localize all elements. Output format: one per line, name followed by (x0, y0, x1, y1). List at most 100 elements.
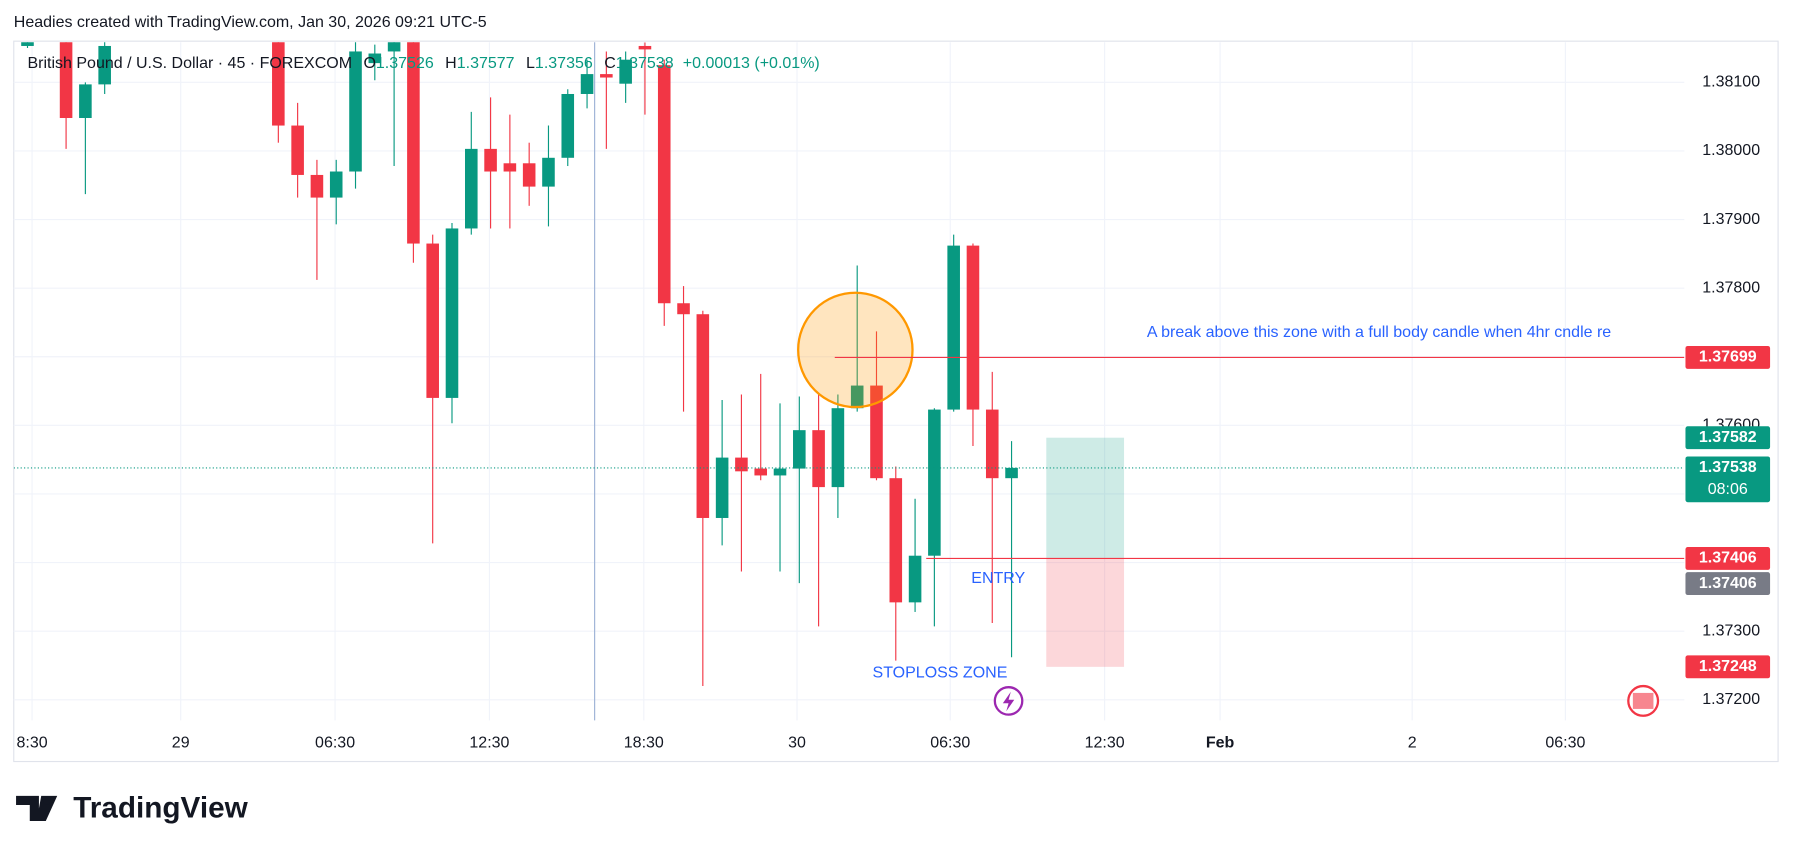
x-tick-label: 30 (788, 734, 806, 751)
candle-body (59, 42, 73, 119)
candle-body (522, 163, 536, 187)
price-badge (1685, 456, 1771, 503)
logo-dot (42, 796, 51, 805)
entry-badge (1685, 572, 1771, 596)
logo-icon (16, 795, 58, 821)
logo: TradingView (16, 791, 249, 824)
candle-body (291, 125, 304, 175)
price-badge (1685, 346, 1771, 369)
y-tick-label: 1.38100 (1702, 74, 1760, 91)
candle-body (928, 409, 941, 556)
price-badge-label: 1.37406 (1699, 550, 1757, 567)
legend-item: 1.37356 (535, 55, 593, 72)
legend-item: 1.37577 (457, 55, 515, 72)
entry-badge-label: 1.37406 (1699, 575, 1757, 592)
x-tick-label: 06:30 (1545, 734, 1585, 751)
header: Headies created with TradingView.com, Ja… (14, 14, 487, 31)
candle-body (889, 478, 903, 603)
candle-body (329, 171, 343, 198)
y-tick-label: 1.37800 (1702, 279, 1760, 296)
candle-body (793, 430, 806, 469)
legend-item: C (604, 55, 616, 72)
candle-body (272, 42, 285, 126)
candle-body (715, 457, 729, 518)
candle-body (600, 74, 613, 78)
flag-body (1632, 692, 1654, 709)
candle-body (754, 468, 768, 476)
countdown: 08:06 (1708, 481, 1748, 498)
legend: British Pound / U.S. Dollar · 45 · FOREX… (27, 55, 819, 72)
x-tick-label: 06:30 (315, 734, 355, 751)
legend-item: L (526, 55, 535, 72)
candle-body (1005, 467, 1018, 479)
candle-body (947, 245, 960, 410)
candle-body (426, 243, 439, 398)
candle-body (503, 163, 517, 172)
candle-body (908, 555, 922, 603)
y-tick-label: 1.38000 (1702, 142, 1760, 159)
x-tick-label: Feb (1206, 734, 1235, 751)
price-badge-label: 1.37699 (1699, 349, 1757, 366)
candle-body (445, 228, 459, 398)
candle-body (98, 45, 111, 85)
price-badge (1685, 426, 1771, 450)
legend-item: O (363, 55, 375, 72)
x-tick-label: 29 (172, 734, 190, 751)
candle-body (735, 457, 748, 472)
candle-body (638, 45, 652, 50)
candle-body (349, 51, 362, 172)
candle-body (657, 65, 671, 304)
candle-body (870, 385, 883, 479)
candle-body (368, 53, 382, 64)
x-tick-label: 18:30 (624, 734, 664, 751)
y-tick-label: 1.37900 (1702, 211, 1760, 228)
price-badge (1685, 655, 1771, 679)
legend-item: 1.37526 (376, 55, 434, 72)
annotation: A break above this zone with a full body… (1147, 324, 1611, 341)
grid (13, 42, 1685, 721)
annotation: STOPLOSS ZONE (873, 665, 1008, 682)
overlay: 1.372001.373001.374001.375001.376001.377… (16, 55, 1771, 751)
candle-body (79, 84, 92, 119)
candle-body (966, 245, 980, 410)
candle-body (464, 148, 478, 229)
legend-item: +0.00013 (+0.01%) (683, 55, 820, 72)
x-tick-label: 2 (1408, 734, 1417, 751)
annotation: ENTRY (971, 570, 1025, 587)
frame (13, 40, 1779, 763)
x-tick-label: 8:30 (16, 734, 47, 751)
legend-item: British Pound / U.S. Dollar · 45 · FOREX… (27, 55, 352, 72)
y-tick-label: 1.37300 (1702, 622, 1760, 639)
price-badge-label: 1.37248 (1699, 658, 1757, 675)
brand: TradingView (73, 791, 248, 824)
candle-body (619, 59, 632, 84)
legend-item: H (445, 55, 457, 72)
event-bolt (1002, 691, 1015, 712)
target-zone (1046, 437, 1125, 559)
candle-body (773, 468, 787, 476)
candle-body (696, 314, 710, 518)
candle-body (812, 430, 825, 488)
x-tick-label: 06:30 (930, 734, 970, 751)
candle-body (21, 42, 34, 46)
candle-body (677, 303, 690, 315)
legend-item: 1.37538 (616, 55, 674, 72)
x-tick-label: 12:30 (469, 734, 509, 751)
candle-body (831, 408, 845, 488)
candle-body (561, 93, 575, 158)
candle-body (580, 74, 594, 94)
candle-body (387, 42, 401, 52)
stop-zone (1046, 558, 1125, 667)
price-badge-label: 1.37538 (1699, 459, 1757, 476)
candle-body (985, 409, 999, 479)
highlight-circle (797, 291, 914, 409)
price-badge (1685, 547, 1771, 570)
candle-body (407, 42, 420, 244)
x-tick-label: 12:30 (1085, 734, 1125, 751)
plot: A break above this zone with a full body… (13, 42, 1685, 687)
y-tick-label: 1.37200 (1702, 691, 1760, 708)
candle-body (850, 385, 864, 409)
candle-body (542, 157, 555, 187)
price-badge-label: 1.37582 (1699, 429, 1757, 446)
